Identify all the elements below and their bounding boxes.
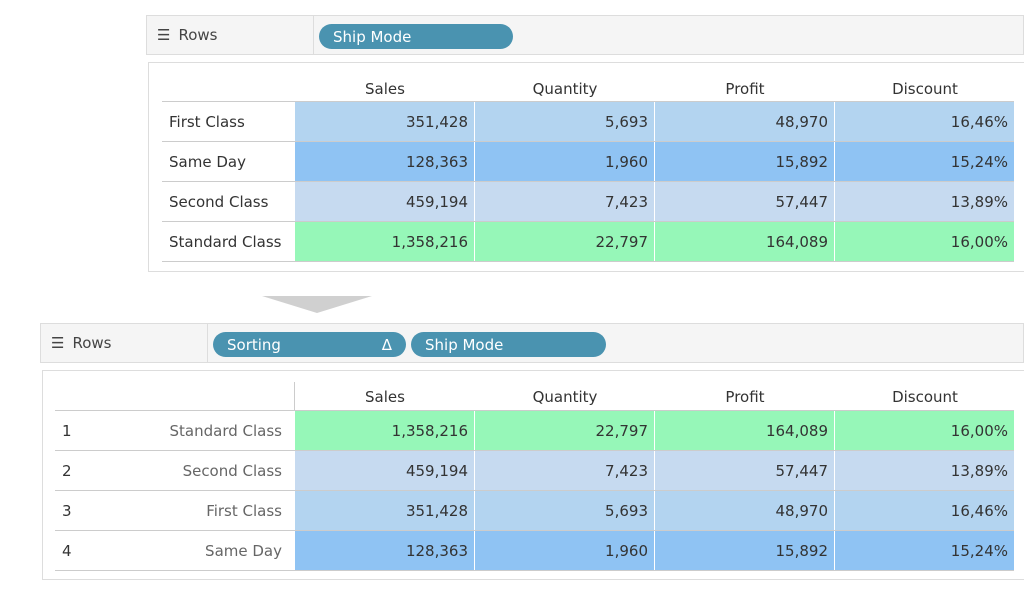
table-cell: 16,46% [835, 102, 1014, 141]
table-cell: 22,797 [475, 222, 654, 261]
table-cell: 1,960 [475, 531, 654, 570]
row-divider [55, 450, 1014, 451]
divider [294, 382, 295, 411]
row-index: 3 [62, 501, 72, 520]
table-cell: 13,89% [835, 451, 1014, 490]
table-cell: 1,960 [475, 142, 654, 181]
table-cell: 459,194 [295, 182, 474, 221]
column-header: Quantity [532, 80, 598, 98]
table-cell: 351,428 [295, 491, 474, 530]
row-label: Same Day [205, 541, 282, 560]
column-header: Sales [365, 388, 405, 406]
column-header: Discount [892, 388, 958, 406]
divider [162, 101, 1014, 102]
table-cell: 16,00% [835, 222, 1014, 261]
row-label: Standard Class [169, 232, 282, 251]
table-cell: 5,693 [475, 102, 654, 141]
table-cell: 16,00% [835, 411, 1014, 450]
list-icon: ☰ [51, 334, 65, 352]
row-label: Standard Class [169, 421, 282, 440]
row-label: Same Day [169, 152, 246, 171]
ship-mode-pill[interactable]: Ship Mode [411, 332, 606, 357]
row-label: Second Class [182, 461, 282, 480]
table-cell: 48,970 [655, 102, 834, 141]
table-cell: 22,797 [475, 411, 654, 450]
row-divider [55, 530, 1014, 531]
row-label: Second Class [169, 192, 269, 211]
row-divider [55, 490, 1014, 491]
table-cell: 5,693 [475, 491, 654, 530]
table-cell: 7,423 [475, 451, 654, 490]
rows-shelf-label: ☰ Rows [147, 16, 314, 54]
table-cell: 15,24% [835, 531, 1014, 570]
table-cell: 128,363 [295, 142, 474, 181]
row-divider [162, 141, 1014, 142]
table-cell: 13,89% [835, 182, 1014, 221]
column-header: Profit [725, 388, 765, 406]
row-index: 1 [62, 421, 72, 440]
table-cell: 351,428 [295, 102, 474, 141]
row-label: First Class [169, 112, 245, 131]
delta-icon: Δ [381, 335, 392, 354]
row-label: First Class [206, 501, 282, 520]
table-cell: 164,089 [655, 411, 834, 450]
table-cell: 459,194 [295, 451, 474, 490]
row-divider [55, 570, 1014, 571]
table-cell: 57,447 [655, 451, 834, 490]
table-cell: 57,447 [655, 182, 834, 221]
table-cell: 16,46% [835, 491, 1014, 530]
column-header: Quantity [532, 388, 598, 406]
rows-shelf-top: ☰ Rows Ship Mode [146, 15, 1024, 55]
table-cell: 15,892 [655, 142, 834, 181]
row-divider [162, 181, 1014, 182]
arrow-down-icon [262, 296, 372, 313]
table-cell: 48,970 [655, 491, 834, 530]
ship-mode-pill[interactable]: Ship Mode [319, 24, 513, 49]
row-divider [162, 221, 1014, 222]
table-cell: 164,089 [655, 222, 834, 261]
table-cell: 1,358,216 [295, 222, 474, 261]
table-cell: 128,363 [295, 531, 474, 570]
rows-shelf-bottom: ☰ Rows Sorting Δ Ship Mode [40, 323, 1024, 363]
row-index: 2 [62, 461, 72, 480]
row-divider [162, 261, 1014, 262]
divider [55, 410, 1014, 411]
table-cell: 15,892 [655, 531, 834, 570]
row-index: 4 [62, 541, 72, 560]
column-header: Profit [725, 80, 765, 98]
list-icon: ☰ [157, 26, 171, 44]
table-cell: 1,358,216 [295, 411, 474, 450]
sorting-pill[interactable]: Sorting Δ [213, 332, 406, 357]
rows-shelf-label: ☰ Rows [41, 324, 208, 362]
table-cell: 7,423 [475, 182, 654, 221]
column-header: Sales [365, 80, 405, 98]
table-cell: 15,24% [835, 142, 1014, 181]
column-header: Discount [892, 80, 958, 98]
